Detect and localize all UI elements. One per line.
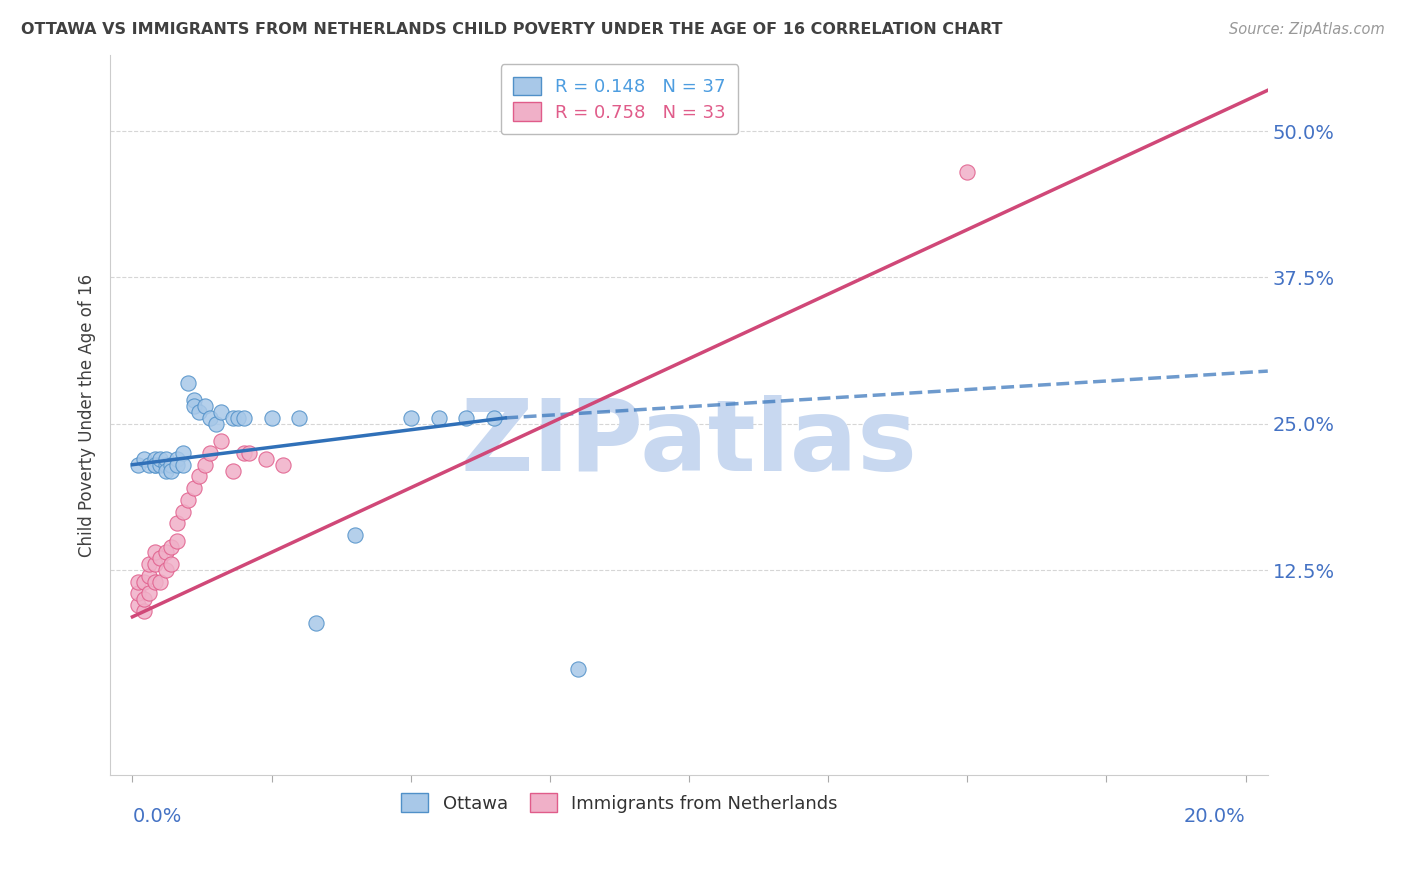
Point	[567, 663, 589, 677]
Point	[183, 393, 205, 408]
Point	[172, 446, 194, 460]
Y-axis label: Child Poverty Under the Age of 16: Child Poverty Under the Age of 16	[79, 274, 96, 557]
Point	[132, 604, 155, 618]
Point	[183, 481, 205, 495]
Text: Source: ZipAtlas.com: Source: ZipAtlas.com	[1229, 22, 1385, 37]
Point	[143, 458, 166, 472]
Text: OTTAWA VS IMMIGRANTS FROM NETHERLANDS CHILD POVERTY UNDER THE AGE OF 16 CORRELAT: OTTAWA VS IMMIGRANTS FROM NETHERLANDS CH…	[21, 22, 1002, 37]
Point	[211, 434, 233, 449]
Point	[132, 592, 155, 607]
Point	[166, 451, 188, 466]
Point	[183, 399, 205, 413]
Point	[232, 410, 254, 425]
Point	[143, 545, 166, 559]
Point	[482, 410, 505, 425]
Point	[238, 446, 260, 460]
Point	[155, 545, 177, 559]
Point	[160, 458, 183, 472]
Point	[132, 574, 155, 589]
Point	[127, 586, 149, 600]
Point	[221, 410, 243, 425]
Point	[344, 528, 367, 542]
Point	[172, 458, 194, 472]
Point	[155, 451, 177, 466]
Point	[166, 533, 188, 548]
Point	[132, 451, 155, 466]
Point	[200, 446, 222, 460]
Point	[226, 410, 249, 425]
Point	[155, 458, 177, 472]
Point	[149, 551, 172, 566]
Point	[211, 405, 233, 419]
Point	[399, 410, 422, 425]
Point	[149, 451, 172, 466]
Point	[260, 410, 283, 425]
Point	[138, 569, 160, 583]
Point	[221, 464, 243, 478]
Point	[172, 504, 194, 518]
Text: 0.0%: 0.0%	[132, 806, 181, 826]
Point	[166, 516, 188, 531]
Point	[149, 458, 172, 472]
Point	[127, 574, 149, 589]
Point	[427, 410, 450, 425]
Point	[143, 574, 166, 589]
Point	[138, 557, 160, 571]
Point	[205, 417, 228, 431]
Point	[288, 410, 311, 425]
Point	[160, 557, 183, 571]
Point	[138, 586, 160, 600]
Point	[160, 464, 183, 478]
Point	[143, 458, 166, 472]
Point	[166, 458, 188, 472]
Point	[149, 574, 172, 589]
Point	[155, 464, 177, 478]
Point	[127, 458, 149, 472]
Text: ZIPatlas: ZIPatlas	[461, 395, 917, 492]
Point	[305, 615, 328, 630]
Legend: Ottawa, Immigrants from Netherlands: Ottawa, Immigrants from Netherlands	[394, 786, 845, 820]
Point	[177, 376, 200, 390]
Point	[143, 557, 166, 571]
Point	[194, 458, 217, 472]
Point	[254, 451, 277, 466]
Point	[127, 598, 149, 612]
Point	[194, 399, 217, 413]
Point	[188, 405, 211, 419]
Point	[200, 410, 222, 425]
Point	[155, 563, 177, 577]
Point	[143, 451, 166, 466]
Point	[232, 446, 254, 460]
Point	[271, 458, 294, 472]
Point	[160, 540, 183, 554]
Point	[456, 410, 478, 425]
Point	[177, 492, 200, 507]
Text: 20.0%: 20.0%	[1184, 806, 1246, 826]
Point	[956, 165, 979, 179]
Point	[188, 469, 211, 483]
Point	[138, 458, 160, 472]
